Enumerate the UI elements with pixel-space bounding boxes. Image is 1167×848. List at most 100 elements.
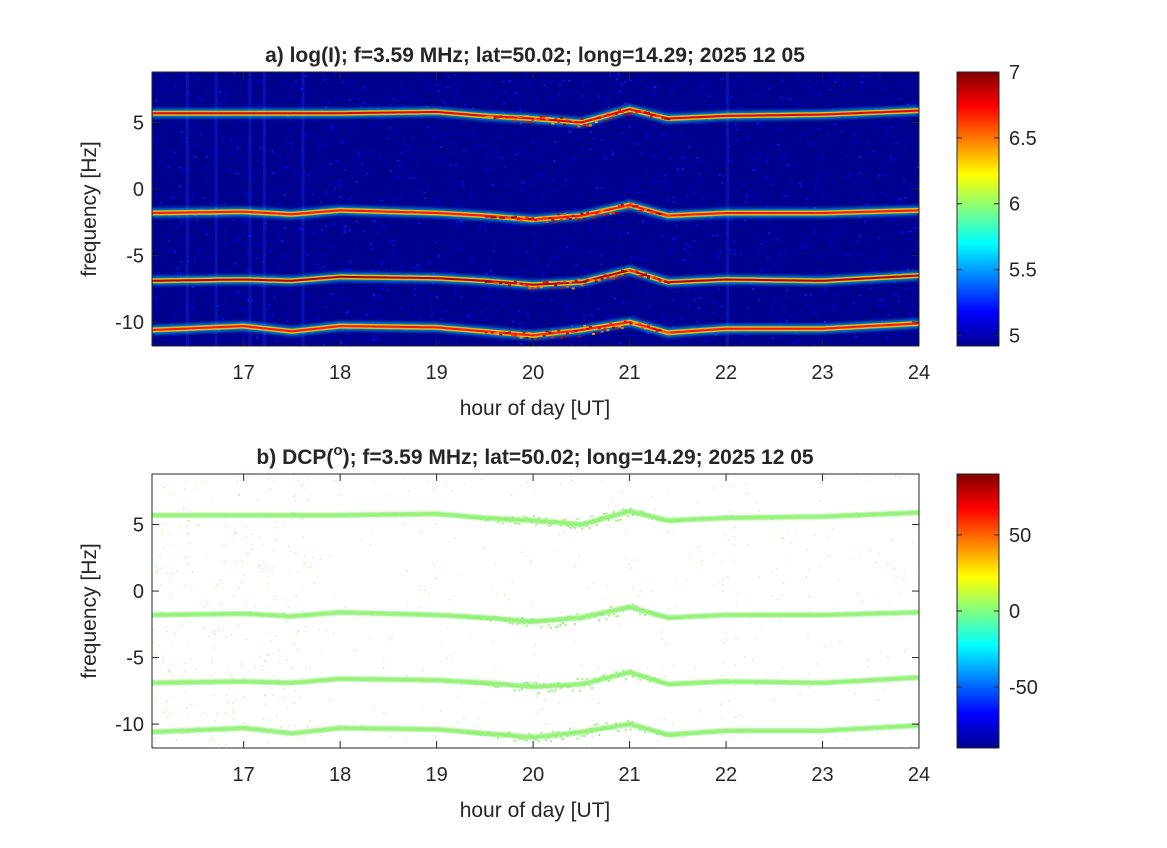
panel-a-noise-cell	[290, 250, 293, 252]
panel-a-noise-cell	[589, 76, 591, 78]
panel-b-trace-scatter-point	[465, 616, 468, 619]
panel-a-noise-cell	[778, 96, 781, 99]
panel-a-noise-cell	[311, 291, 314, 293]
panel-a-noise-cell	[474, 146, 477, 148]
panel-a-noise-cell	[878, 167, 881, 170]
panel-b-noise-point	[735, 638, 737, 640]
panel-a-noise-cell	[348, 233, 351, 235]
panel-b-noise-point	[211, 662, 213, 664]
panel-a-noise-cell	[407, 154, 410, 156]
panel-a-noise-cell	[521, 181, 524, 183]
panel-b-noise-point	[730, 485, 732, 487]
panel-a-noise-cell	[201, 289, 203, 291]
panel-a-noise-cell	[619, 235, 622, 237]
panel-a-noise-cell	[716, 287, 719, 290]
panel-a-noise-cell	[798, 274, 801, 276]
panel-a-noise-cell	[833, 76, 836, 78]
panel-a-noise-cell	[898, 198, 901, 201]
panel-a-noise-cell	[652, 87, 655, 89]
panel-a-noise-cell	[768, 232, 771, 235]
panel-b-noise-point	[526, 481, 529, 483]
panel-b-noise-point	[184, 488, 186, 490]
panel-a-noise-cell	[592, 78, 595, 80]
panel-a-noise-cell	[676, 103, 679, 105]
panel-a-noise-cell	[838, 99, 841, 101]
panel-b-trace-scatter-point	[646, 675, 649, 678]
panel-b-trace-scatter-point	[617, 675, 620, 677]
panel-a-noise-cell	[191, 286, 194, 288]
panel-a-noise-cell	[529, 123, 532, 125]
panel-a-noise-cell	[322, 155, 325, 158]
panel-a-noise-cell	[164, 77, 167, 80]
panel-a-colorbar-tick-label: 6.5	[1009, 128, 1037, 150]
panel-b-trace-scatter-point	[511, 516, 514, 519]
panel-a-noise-cell	[273, 117, 276, 120]
panel-a-noise-cell	[316, 263, 319, 266]
panel-a-noise-cell	[340, 172, 343, 174]
panel-a-noise-cell	[543, 102, 546, 104]
panel-a-trace-intense-cell	[528, 332, 532, 335]
panel-a-noise-cell	[205, 180, 208, 183]
panel-b-trace-scatter-point	[598, 679, 601, 682]
panel-a-noise-cell	[874, 218, 877, 220]
panel-a-noise-cell	[689, 253, 692, 255]
panel-a-noise-cell	[190, 236, 193, 239]
panel-a-noise-cell	[837, 79, 840, 81]
panel-b-noise-point	[857, 592, 859, 594]
panel-a-noise-cell	[213, 105, 216, 107]
panel-a-trace-intense-cell	[496, 216, 500, 219]
panel-a-noise-cell	[347, 81, 350, 83]
panel-b-noise-point	[451, 490, 453, 492]
panel-a-noise-cell	[395, 175, 398, 177]
panel-a-noise-cell	[481, 162, 484, 164]
panel-a-noise-cell	[677, 167, 680, 169]
panel-a-noise-cell	[808, 127, 811, 130]
panel-b-trace-scatter-point	[639, 729, 642, 732]
panel-a-noise-cell	[675, 107, 678, 110]
panel-a-noise-cell	[187, 244, 190, 246]
panel-a-noise-cell	[870, 292, 873, 294]
panel-a-noise-cell	[509, 259, 512, 261]
panel-a-noise-cell	[576, 255, 579, 257]
panel-a-noise-cell	[530, 105, 533, 107]
panel-a-noise-cell	[484, 230, 486, 233]
panel-a-noise-cell	[241, 309, 244, 311]
panel-b-trace-scatter-point	[646, 728, 649, 731]
panel-a-noise-cell	[184, 148, 187, 150]
panel-a-noise-cell	[596, 264, 599, 266]
panel-a-noise-cell	[365, 130, 368, 132]
panel-a-noise-cell	[339, 166, 342, 168]
panel-a-noise-cell	[278, 203, 281, 206]
panel-a-noise-cell	[237, 81, 240, 84]
panel-a-noise-cell	[871, 196, 874, 198]
panel-a-trace-intense-cell	[615, 274, 619, 277]
panel-a-noise-cell	[673, 200, 676, 203]
panel-a-noise-cell	[770, 106, 773, 108]
panel-b-trace-scatter-point	[521, 519, 523, 522]
panel-a-noise-cell	[666, 178, 669, 181]
panel-b-trace-scatter-point	[472, 617, 475, 620]
panel-a-noise-cell	[604, 157, 607, 160]
panel-a-noise-cell	[571, 343, 573, 346]
panel-a-noise-cell	[494, 176, 497, 179]
panel-a-trace-intense-cell	[539, 216, 543, 219]
panel-b-noise-point	[713, 584, 715, 586]
panel-a-noise-cell	[235, 172, 238, 175]
panel-a-noise-cell	[340, 77, 343, 79]
panel-b-noise-point	[164, 650, 166, 652]
panel-a-noise-cell	[883, 127, 886, 129]
panel-a-noise-cell	[916, 99, 919, 101]
panel-a-noise-cell	[306, 205, 309, 207]
panel-a-noise-cell	[167, 234, 170, 236]
panel-a-noise-cell	[335, 97, 338, 100]
panel-a-noise-cell	[589, 148, 592, 151]
panel-a-noise-cell	[326, 144, 329, 146]
panel-a-noise-cell	[643, 74, 646, 77]
panel-b-noise-point	[612, 733, 615, 736]
panel-a-noise-cell	[342, 268, 345, 270]
panel-b-noise-point	[449, 599, 451, 601]
panel-a-noise-cell	[430, 134, 432, 137]
panel-a-noise-cell	[691, 108, 694, 110]
panel-b-noise-point	[573, 735, 575, 737]
panel-b-noise-point	[196, 726, 198, 729]
